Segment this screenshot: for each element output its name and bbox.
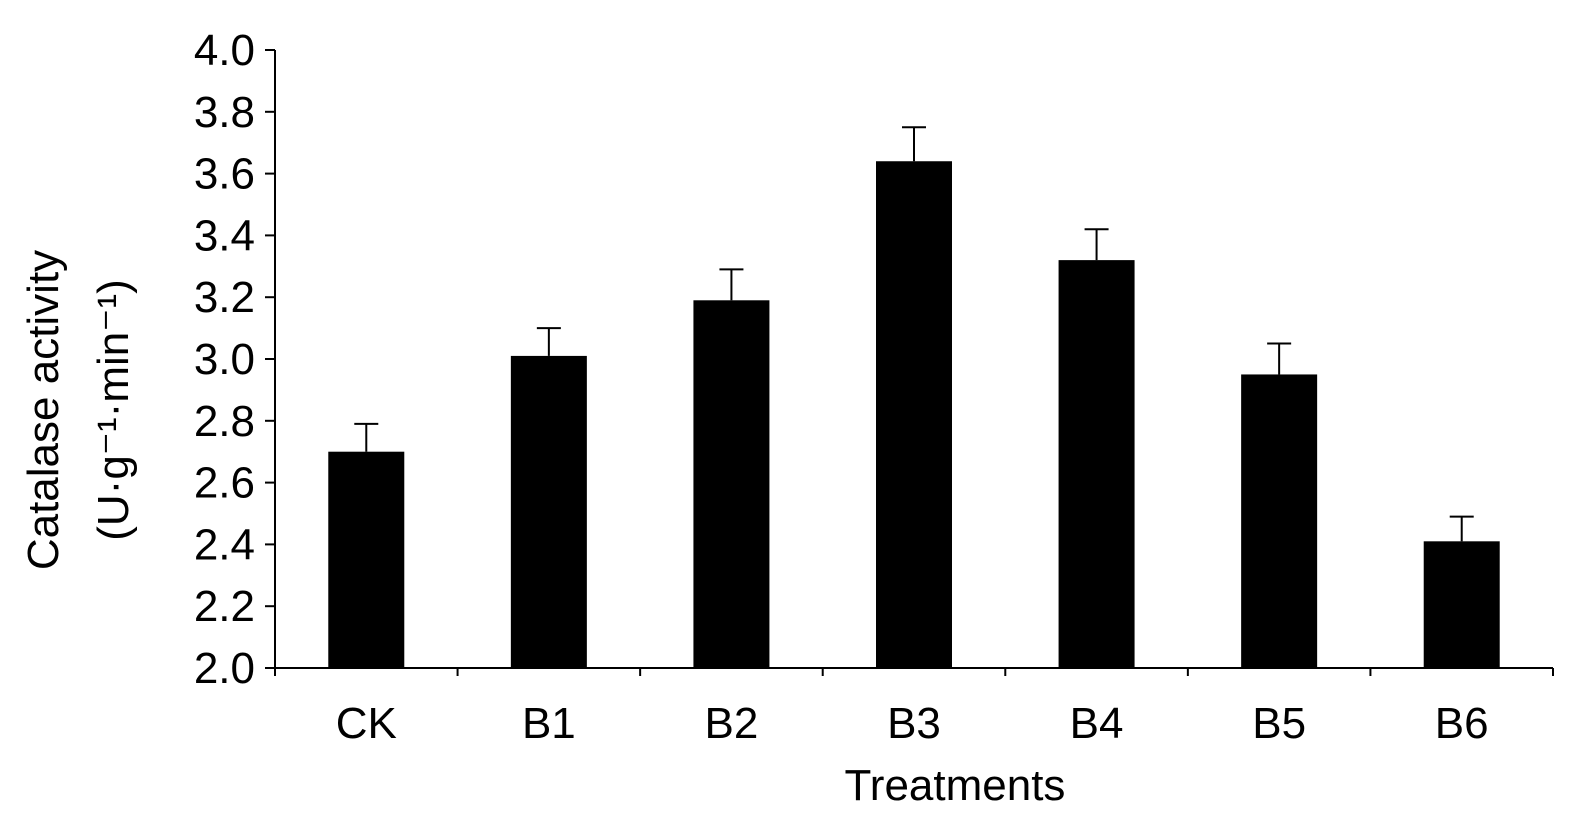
y-tick-label: 2.4 — [194, 520, 255, 569]
bar-ck — [328, 451, 405, 668]
category-labels: CK B1 B2 B3 B4 B5 B6 — [336, 699, 1489, 748]
y-tick-label: 2.6 — [194, 459, 255, 508]
y-axis-ticks: 2.0 2.2 2.4 2.6 2.8 3.0 3.2 3.4 3.6 3.8 4.0 — [194, 26, 275, 693]
y-tick-label: 2.8 — [194, 397, 255, 446]
bar-b3 — [876, 161, 952, 669]
bar-b5 — [1241, 374, 1318, 668]
y-tick-label: 3.0 — [194, 335, 255, 384]
x-axis-ticks — [274, 668, 1554, 676]
category-label-b2: B2 — [705, 699, 759, 748]
bars-group — [328, 161, 1500, 669]
y-tick-label: 2.2 — [194, 582, 255, 631]
bar-b6 — [1423, 541, 1500, 668]
category-label-b6: B6 — [1435, 699, 1489, 748]
category-label-b4: B4 — [1070, 699, 1124, 748]
y-tick-label: 2.0 — [194, 644, 255, 693]
y-axis-title-line2: (U·g⁻¹·min⁻¹) — [89, 279, 138, 541]
y-axis-title-line1: Catalase activity — [19, 250, 68, 570]
category-label-ck: CK — [336, 699, 397, 748]
bar-b2 — [693, 300, 770, 668]
y-tick-label: 4.0 — [194, 26, 255, 75]
error-bars-group — [354, 126, 1474, 542]
y-tick-label: 3.8 — [194, 88, 255, 137]
bar-b1 — [510, 355, 587, 668]
bar-b4 — [1058, 260, 1135, 668]
y-tick-label: 3.4 — [194, 211, 255, 260]
y-axis-title: Catalase activity (U·g⁻¹·min⁻¹) — [19, 250, 138, 570]
category-label-b5: B5 — [1252, 699, 1306, 748]
category-label-b3: B3 — [887, 699, 941, 748]
x-axis-title: Treatments — [845, 761, 1066, 810]
y-tick-label: 3.6 — [194, 150, 255, 199]
category-label-b1: B1 — [522, 699, 576, 748]
y-tick-label: 3.2 — [194, 273, 255, 322]
